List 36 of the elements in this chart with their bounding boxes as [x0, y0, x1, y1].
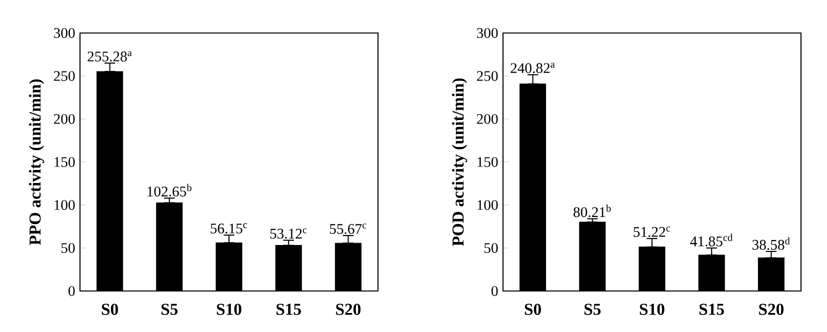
y-tick-label: 250 — [54, 71, 75, 81]
data-label: 255.28$^{a}$ — [88, 51, 132, 62]
y-axis-title: PPO activity (unit/min) — [28, 79, 44, 246]
data-label: 56.15$^{c}$ — [210, 223, 248, 234]
data-label: 53.12$^{c}$ — [270, 228, 307, 239]
y-tick-label: 100 — [478, 200, 498, 210]
data-label: 102.65$^{b}$ — [148, 184, 192, 197]
y-tick-label: 250 — [476, 71, 498, 81]
data-label: 38.58$^{d}$ — [752, 237, 790, 250]
y-tick-label: 200 — [476, 114, 498, 124]
y-tick-label: 300 — [477, 28, 498, 38]
x-tick-label: S15 — [276, 304, 301, 315]
x-tick-label: S20 — [759, 304, 784, 315]
y-tick-label: 300 — [54, 28, 75, 38]
x-tick-label: S5 — [161, 304, 178, 315]
y-tick-label: 100 — [54, 200, 75, 210]
data-label: 55.67$^{c}$ — [330, 224, 366, 234]
x-tick-label: S0 — [524, 304, 541, 315]
data-label: 80.21$^{b}$ — [574, 204, 611, 218]
y-tick-label: 200 — [54, 114, 75, 124]
x-tick-label: S0 — [102, 304, 118, 315]
x-tick-label: S20 — [336, 304, 361, 315]
y-tick-label: 150 — [54, 157, 75, 167]
y-tick-label: 50 — [61, 243, 75, 253]
y-tick-label: 0 — [68, 286, 75, 296]
y-axis-title: POD activity (unit/min) — [452, 78, 468, 246]
y-tick-label: 150 — [478, 157, 498, 167]
data-label: 51.22$^{c}$ — [634, 226, 670, 237]
data-label: 41.85$^{cd}$ — [690, 234, 733, 246]
y-tick-label: 50 — [484, 243, 498, 253]
y-tick-label: 0 — [492, 286, 498, 296]
x-tick-label: S5 — [584, 304, 601, 315]
x-tick-label: S10 — [640, 304, 664, 315]
data-label: 240.82$^{a}$ — [510, 62, 555, 74]
x-tick-label: S10 — [216, 304, 242, 315]
x-tick-label: S15 — [700, 304, 724, 315]
